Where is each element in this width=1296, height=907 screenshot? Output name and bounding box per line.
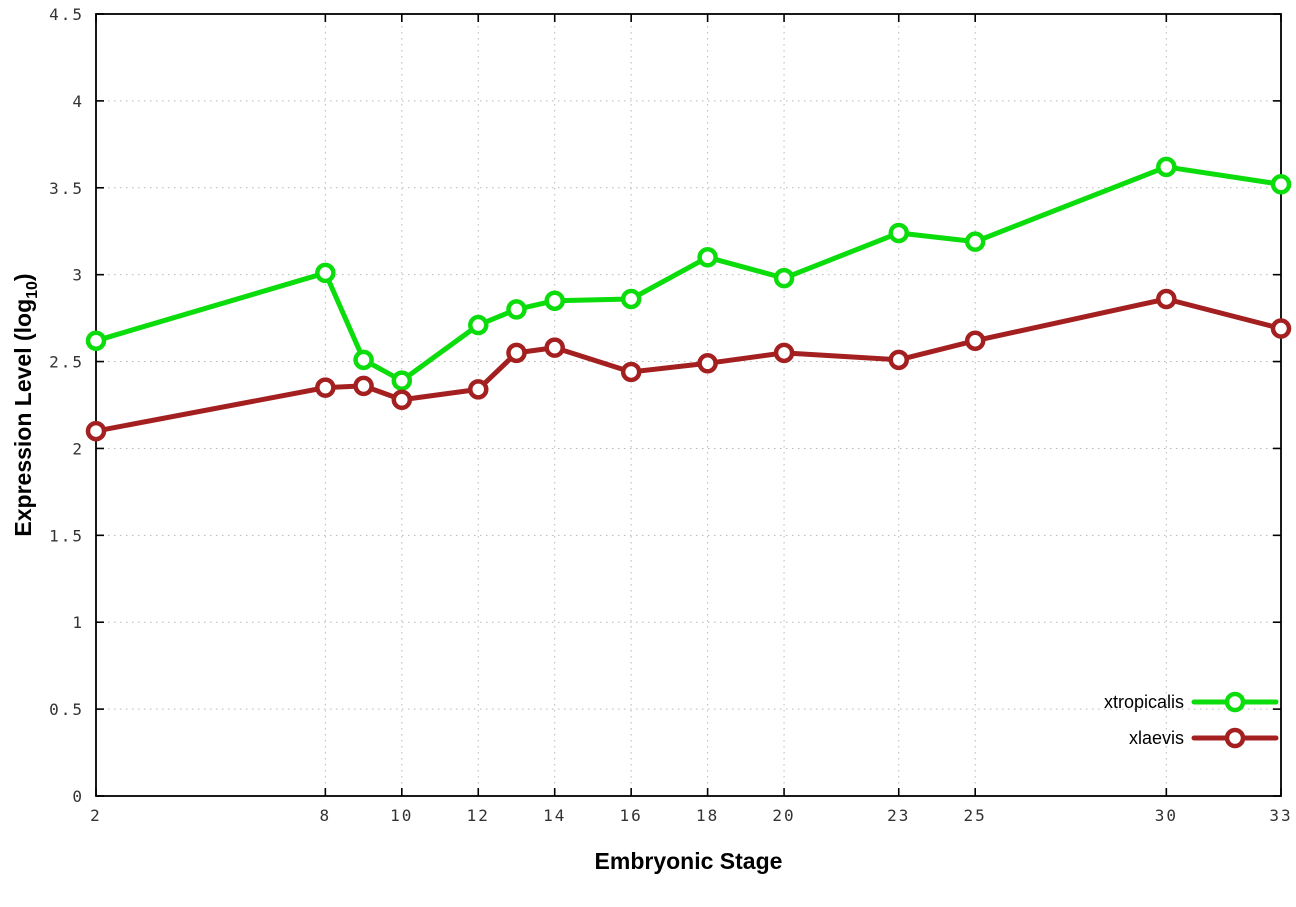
data-point-xtropicalis xyxy=(697,247,718,268)
y-tick-label: 1 xyxy=(72,613,84,632)
x-tick-label: 2 xyxy=(90,806,102,825)
data-point-xtropicalis xyxy=(773,267,795,289)
data-point-xtropicalis xyxy=(391,370,413,391)
data-point-xtropicalis xyxy=(85,330,107,351)
data-point-xlaevis xyxy=(85,420,107,442)
data-point-xlaevis xyxy=(353,375,374,397)
legend-marker-xlaevis xyxy=(1224,727,1246,749)
data-point-xtropicalis xyxy=(353,349,374,371)
data-point-xlaevis xyxy=(391,389,413,411)
data-point-xlaevis xyxy=(697,353,718,374)
x-axis-label: Embryonic Stage xyxy=(595,848,783,874)
data-point-xlaevis xyxy=(773,342,795,364)
x-tick-label: 10 xyxy=(390,806,413,825)
data-point-xtropicalis xyxy=(315,262,336,284)
data-point-xtropicalis xyxy=(544,290,565,311)
y-tick-label: 2 xyxy=(72,439,84,458)
data-point-xlaevis xyxy=(1270,318,1292,339)
data-point-xlaevis xyxy=(964,330,986,351)
data-point-xlaevis xyxy=(315,377,336,398)
x-tick-label: 20 xyxy=(772,806,795,825)
x-tick-label: 25 xyxy=(964,806,987,825)
x-tick-label: 12 xyxy=(467,806,490,825)
y-axis-label: Expression Level (log10) xyxy=(10,273,41,536)
y-tick-label: 3.5 xyxy=(49,179,84,198)
y-tick-label: 1.5 xyxy=(49,526,84,545)
data-point-xtropicalis xyxy=(468,314,489,336)
data-point-xlaevis xyxy=(468,379,489,400)
data-point-xtropicalis xyxy=(1156,156,1177,178)
y-tick-label: 4.5 xyxy=(49,5,84,24)
x-tick-label: 14 xyxy=(543,806,566,825)
x-tick-label: 23 xyxy=(887,806,910,825)
x-tick-label: 33 xyxy=(1269,806,1292,825)
plot-border xyxy=(95,13,1282,797)
data-point-xtropicalis xyxy=(506,299,527,320)
data-point-xtropicalis xyxy=(888,222,909,244)
data-point-xlaevis xyxy=(620,361,642,383)
data-point-xtropicalis xyxy=(964,231,986,252)
data-point-xtropicalis xyxy=(620,288,642,310)
y-tick-label: 3 xyxy=(72,266,84,285)
data-point-xlaevis xyxy=(1156,288,1177,310)
data-point-xtropicalis xyxy=(1270,174,1292,195)
x-tick-label: 18 xyxy=(696,806,719,825)
legend-marker-xtropicalis xyxy=(1224,691,1246,713)
data-point-xlaevis xyxy=(888,349,909,371)
y-tick-label: 2.5 xyxy=(49,353,84,372)
y-tick-label: 0.5 xyxy=(49,700,84,719)
y-tick-label: 4 xyxy=(72,92,84,111)
y-tick-label: 0 xyxy=(72,787,84,806)
legend-label-xtropicalis: xtropicalis xyxy=(1104,692,1184,712)
legend-label-xlaevis: xlaevis xyxy=(1129,728,1184,748)
x-tick-label: 16 xyxy=(620,806,643,825)
x-tick-label: 8 xyxy=(320,806,332,825)
data-point-xlaevis xyxy=(544,337,565,358)
x-tick-label: 30 xyxy=(1155,806,1178,825)
data-point-xlaevis xyxy=(506,342,527,364)
